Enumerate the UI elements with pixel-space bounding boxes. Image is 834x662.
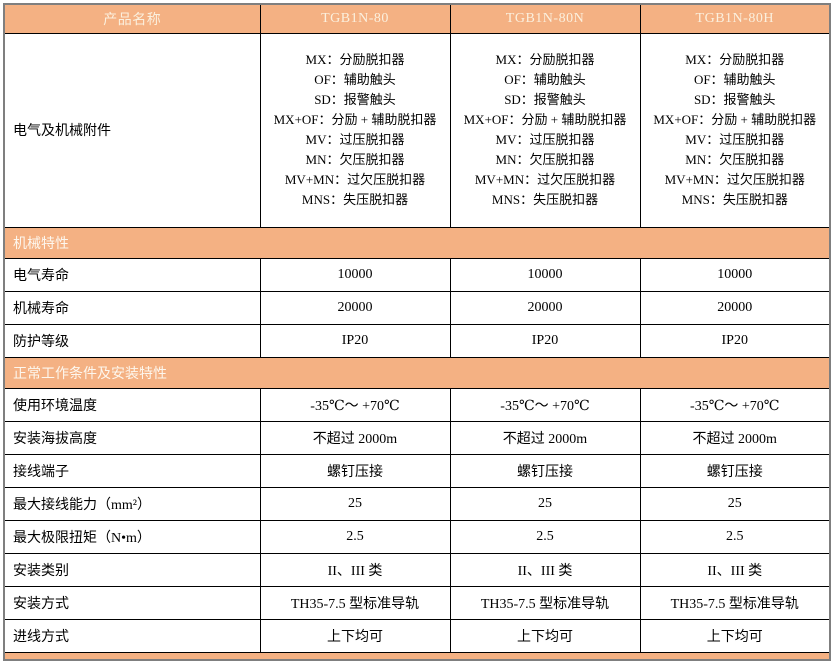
accessories-cell-model-3: MX：分励脱扣器 OF：辅助触头 SD：报警触头 MX+OF：分励 + 辅助脱扣… xyxy=(639,32,831,228)
accessory-line: MN：欠压脱扣器 xyxy=(305,152,405,167)
accessory-line: MN：欠压脱扣器 xyxy=(685,152,785,167)
table-row-installation-altitude: 安装海拔高度 不超过 2000m 不超过 2000m 不超过 2000m xyxy=(3,420,831,455)
header-model-tgb1n-80: TGB1N-80 xyxy=(259,3,451,34)
accessory-line: MV+MN：过欠压脱扣器 xyxy=(284,172,426,187)
cell-value: II、III 类 xyxy=(639,552,831,587)
cell-value: 10000 xyxy=(639,257,831,292)
cell-value: 不超过 2000m xyxy=(449,420,641,455)
cell-value: 10000 xyxy=(449,257,641,292)
table-row-installation-category: 安装类别 II、III 类 II、III 类 II、III 类 xyxy=(3,552,831,587)
accessory-line: MX：分励脱扣器 xyxy=(685,52,785,67)
cell-value: 25 xyxy=(639,486,831,521)
accessory-line: SD：报警触头 xyxy=(314,92,396,107)
accessories-row-label: 电气及机械附件 xyxy=(3,32,261,228)
accessory-line: SD：报警触头 xyxy=(693,92,776,107)
accessory-line: MNS：失压脱扣器 xyxy=(681,192,788,207)
row-label: 防护等级 xyxy=(3,323,261,358)
table-row-electrical-life: 电气寿命 10000 10000 10000 xyxy=(3,257,831,292)
row-label: 安装类别 xyxy=(3,552,261,587)
cutoff-section-band xyxy=(3,651,831,661)
cell-value: II、III 类 xyxy=(449,552,641,587)
row-label: 接线端子 xyxy=(3,453,261,488)
accessory-line: SD：报警触头 xyxy=(504,92,586,107)
accessories-cell-model-2: MX：分励脱扣器 OF：辅助触头 SD：报警触头 MX+OF：分励 + 辅助脱扣… xyxy=(449,32,641,228)
cell-value: 螺钉压接 xyxy=(639,453,831,488)
header-product-name: 产品名称 xyxy=(3,3,261,34)
cell-value: 20000 xyxy=(639,290,831,325)
cell-value: TH35-7.5 型标准导轨 xyxy=(449,585,641,620)
header-model-tgb1n-80h: TGB1N-80H xyxy=(639,3,831,34)
table-row-max-torque: 最大极限扭矩（N•m） 2.5 2.5 2.5 xyxy=(3,519,831,554)
cell-value: IP20 xyxy=(259,323,451,358)
cell-value: 20000 xyxy=(259,290,451,325)
accessories-row: 电气及机械附件 MX：分励脱扣器 OF：辅助触头 SD：报警触头 MX+OF：分… xyxy=(3,32,831,228)
cell-value: 25 xyxy=(259,486,451,521)
header-row: 产品名称 TGB1N-80 TGB1N-80N TGB1N-80H xyxy=(3,3,831,34)
table-row-protection-rating: 防护等级 IP20 IP20 IP20 xyxy=(3,323,831,358)
accessory-line: OF：辅助触头 xyxy=(504,72,586,87)
cell-value: 20000 xyxy=(449,290,641,325)
cell-value: 25 xyxy=(449,486,641,521)
accessory-line: MV：过压脱扣器 xyxy=(495,132,595,147)
section-title: 正常工作条件及安装特性 xyxy=(3,356,831,389)
cutoff-band-fill xyxy=(3,651,831,661)
table-row-wiring-terminal: 接线端子 螺钉压接 螺钉压接 螺钉压接 xyxy=(3,453,831,488)
accessory-line: MV：过压脱扣器 xyxy=(305,132,405,147)
accessory-line: MV+MN：过欠压脱扣器 xyxy=(474,172,616,187)
accessories-cell-model-1: MX：分励脱扣器 OF：辅助触头 SD：报警触头 MX+OF：分励 + 辅助脱扣… xyxy=(259,32,451,228)
cell-value: 上下均可 xyxy=(449,618,641,653)
cell-value: 不超过 2000m xyxy=(259,420,451,455)
cell-value: -35℃～ +70℃ xyxy=(639,387,831,422)
cell-value: 2.5 xyxy=(259,519,451,554)
row-label: 安装方式 xyxy=(3,585,261,620)
row-label: 进线方式 xyxy=(3,618,261,653)
accessory-line: MX+OF：分励 + 辅助脱扣器 xyxy=(653,112,817,127)
row-label: 最大接线能力（mm²） xyxy=(3,486,261,521)
cell-value: 2.5 xyxy=(449,519,641,554)
cell-value: IP20 xyxy=(639,323,831,358)
table-row-max-wiring-capacity: 最大接线能力（mm²） 25 25 25 xyxy=(3,486,831,521)
cell-value: 10000 xyxy=(259,257,451,292)
accessory-line: OF：辅助触头 xyxy=(314,72,396,87)
row-label: 机械寿命 xyxy=(3,290,261,325)
accessory-line: MX+OF：分励 + 辅助脱扣器 xyxy=(273,112,437,127)
cell-value: -35℃～ +70℃ xyxy=(259,387,451,422)
cell-value: 不超过 2000m xyxy=(639,420,831,455)
section-title: 机械特性 xyxy=(3,226,831,259)
accessory-line: MX：分励脱扣器 xyxy=(495,52,595,67)
cell-value: TH35-7.5 型标准导轨 xyxy=(639,585,831,620)
accessory-line: MNS：失压脱扣器 xyxy=(491,192,599,207)
cell-value: 2.5 xyxy=(639,519,831,554)
cell-value: 上下均可 xyxy=(259,618,451,653)
cell-value: II、III 类 xyxy=(259,552,451,587)
table-row-ambient-temperature: 使用环境温度 -35℃～ +70℃ -35℃～ +70℃ -35℃～ +70℃ xyxy=(3,387,831,422)
accessory-line: MV：过压脱扣器 xyxy=(685,132,785,147)
section-band-mechanical: 机械特性 xyxy=(3,226,831,259)
cell-value: 螺钉压接 xyxy=(449,453,641,488)
cell-value: 螺钉压接 xyxy=(259,453,451,488)
row-label: 电气寿命 xyxy=(3,257,261,292)
cell-value: -35℃～ +70℃ xyxy=(449,387,641,422)
table-row-incoming-line-method: 进线方式 上下均可 上下均可 上下均可 xyxy=(3,618,831,653)
table-row-mechanical-life: 机械寿命 20000 20000 20000 xyxy=(3,290,831,325)
product-spec-table: 产品名称 TGB1N-80 TGB1N-80N TGB1N-80H 电气及机械附… xyxy=(3,3,831,661)
header-model-tgb1n-80n: TGB1N-80N xyxy=(449,3,641,34)
cell-value: TH35-7.5 型标准导轨 xyxy=(259,585,451,620)
row-label: 安装海拔高度 xyxy=(3,420,261,455)
row-label: 最大极限扭矩（N•m） xyxy=(3,519,261,554)
accessory-line: MX+OF：分励 + 辅助脱扣器 xyxy=(463,112,627,127)
table-row-mounting-method: 安装方式 TH35-7.5 型标准导轨 TH35-7.5 型标准导轨 TH35-… xyxy=(3,585,831,620)
accessory-line: MV+MN：过欠压脱扣器 xyxy=(664,172,805,187)
row-label: 使用环境温度 xyxy=(3,387,261,422)
section-band-operating-conditions: 正常工作条件及安装特性 xyxy=(3,356,831,389)
accessory-line: OF：辅助触头 xyxy=(693,72,776,87)
cell-value: IP20 xyxy=(449,323,641,358)
accessory-line: MN：欠压脱扣器 xyxy=(495,152,595,167)
accessory-line: MX：分励脱扣器 xyxy=(305,52,405,67)
cell-value: 上下均可 xyxy=(639,618,831,653)
accessory-line: MNS：失压脱扣器 xyxy=(301,192,409,207)
